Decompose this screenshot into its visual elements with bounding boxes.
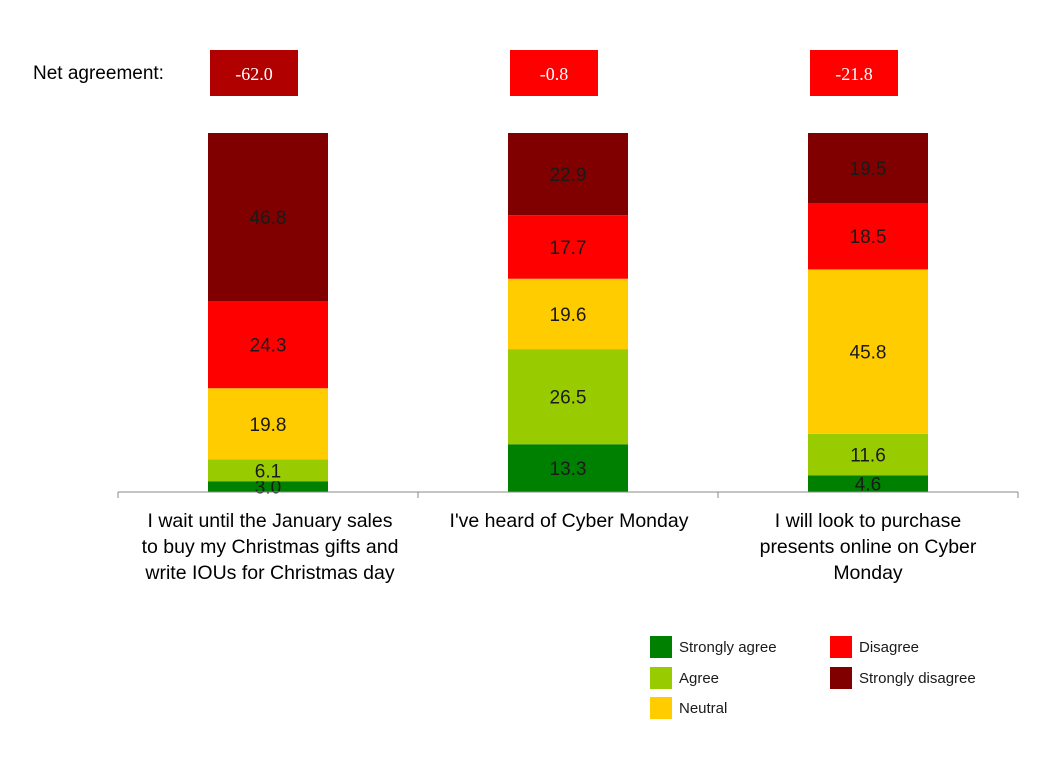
net-agreement-value: -0.8 [540,64,569,84]
data-label: 4.6 [855,475,881,496]
bar-segment [808,133,928,204]
bar-segment [808,433,928,476]
legend-swatch [830,667,852,689]
net-agreement-box-bg [510,50,598,96]
category-label: I wait until the January sales to buy my … [142,510,399,584]
data-label: 22.9 [550,165,587,186]
legend-item: Disagree [830,636,919,658]
net-agreement-value: -21.8 [835,64,873,84]
data-label: 19.6 [550,305,587,326]
bar-stack: 3.06.1 19.8 24.3 46.8 [208,133,328,499]
bar-segment [508,278,628,350]
data-label: 46.8 [250,208,287,229]
data-label: 19.8 [250,415,287,436]
net-agreement-row: Net agreement: -62.0 -0.8 -21.8 [33,50,898,96]
legend-label: Strongly agree [679,639,777,656]
x-axis [117,491,1019,498]
legend-item: Neutral [650,697,727,719]
data-label: 6.1 [255,461,281,482]
bars: 3.06.1 19.8 24.3 46.8 13.3 26.5 19.6 17.7 22.9 4.… [208,133,928,499]
net-agreement-box-bg [810,50,898,96]
bar-segment [508,444,628,492]
bar-segment [208,133,328,302]
data-label: 13.3 [550,459,587,480]
data-label: 45.8 [850,343,887,364]
bar-segment [208,481,328,492]
data-label: 24.3 [250,336,287,357]
bar-stack: 4.6 11.6 45.8 18.5 19.5 [808,133,928,496]
bar-segment [808,269,928,434]
legend-item: Agree [650,667,719,689]
net-agreement-box: -0.8 [510,50,598,96]
category-label: I will look to purchase presents online o… [760,510,977,584]
data-label: 17.7 [550,238,587,259]
bar-segment [508,133,628,216]
net-agreement-box: -21.8 [810,50,898,96]
bar-segment [808,475,928,492]
net-agreement-box-bg [210,50,298,96]
data-label: 3.0 [255,478,281,499]
legend-label: Agree [679,670,719,687]
legend-item: Strongly disagree [830,667,976,689]
bar-segment [208,459,328,482]
legend-label: Neutral [679,700,727,717]
bar-segment [508,349,628,445]
bar-segment [508,215,628,279]
legend-label: Disagree [859,639,919,656]
data-label: 19.5 [850,159,887,180]
legend-swatch [650,667,672,689]
bar-segment [208,301,328,389]
legend-swatch [650,636,672,658]
net-agreement-label: Net agreement: [33,63,164,84]
bar-segment [208,388,328,460]
category-labels: I wait until the January sales to buy my … [142,510,977,584]
net-agreement-value: -62.0 [235,64,273,84]
net-agreement-box: -62.0 [210,50,298,96]
data-label: 11.6 [850,446,886,467]
data-label: 18.5 [850,227,887,248]
legend-item: Strongly agree [650,636,777,658]
data-label: 26.5 [550,388,587,409]
legend: Strongly agree Agree Neutral Disagree Strong… [650,636,976,719]
legend-swatch [650,697,672,719]
bar-segment [808,203,928,270]
legend-swatch [830,636,852,658]
legend-label: Strongly disagree [859,670,976,687]
category-label: I've heard of Cyber Monday [450,510,689,532]
bar-stack: 13.3 26.5 19.6 17.7 22.9 [508,133,628,492]
